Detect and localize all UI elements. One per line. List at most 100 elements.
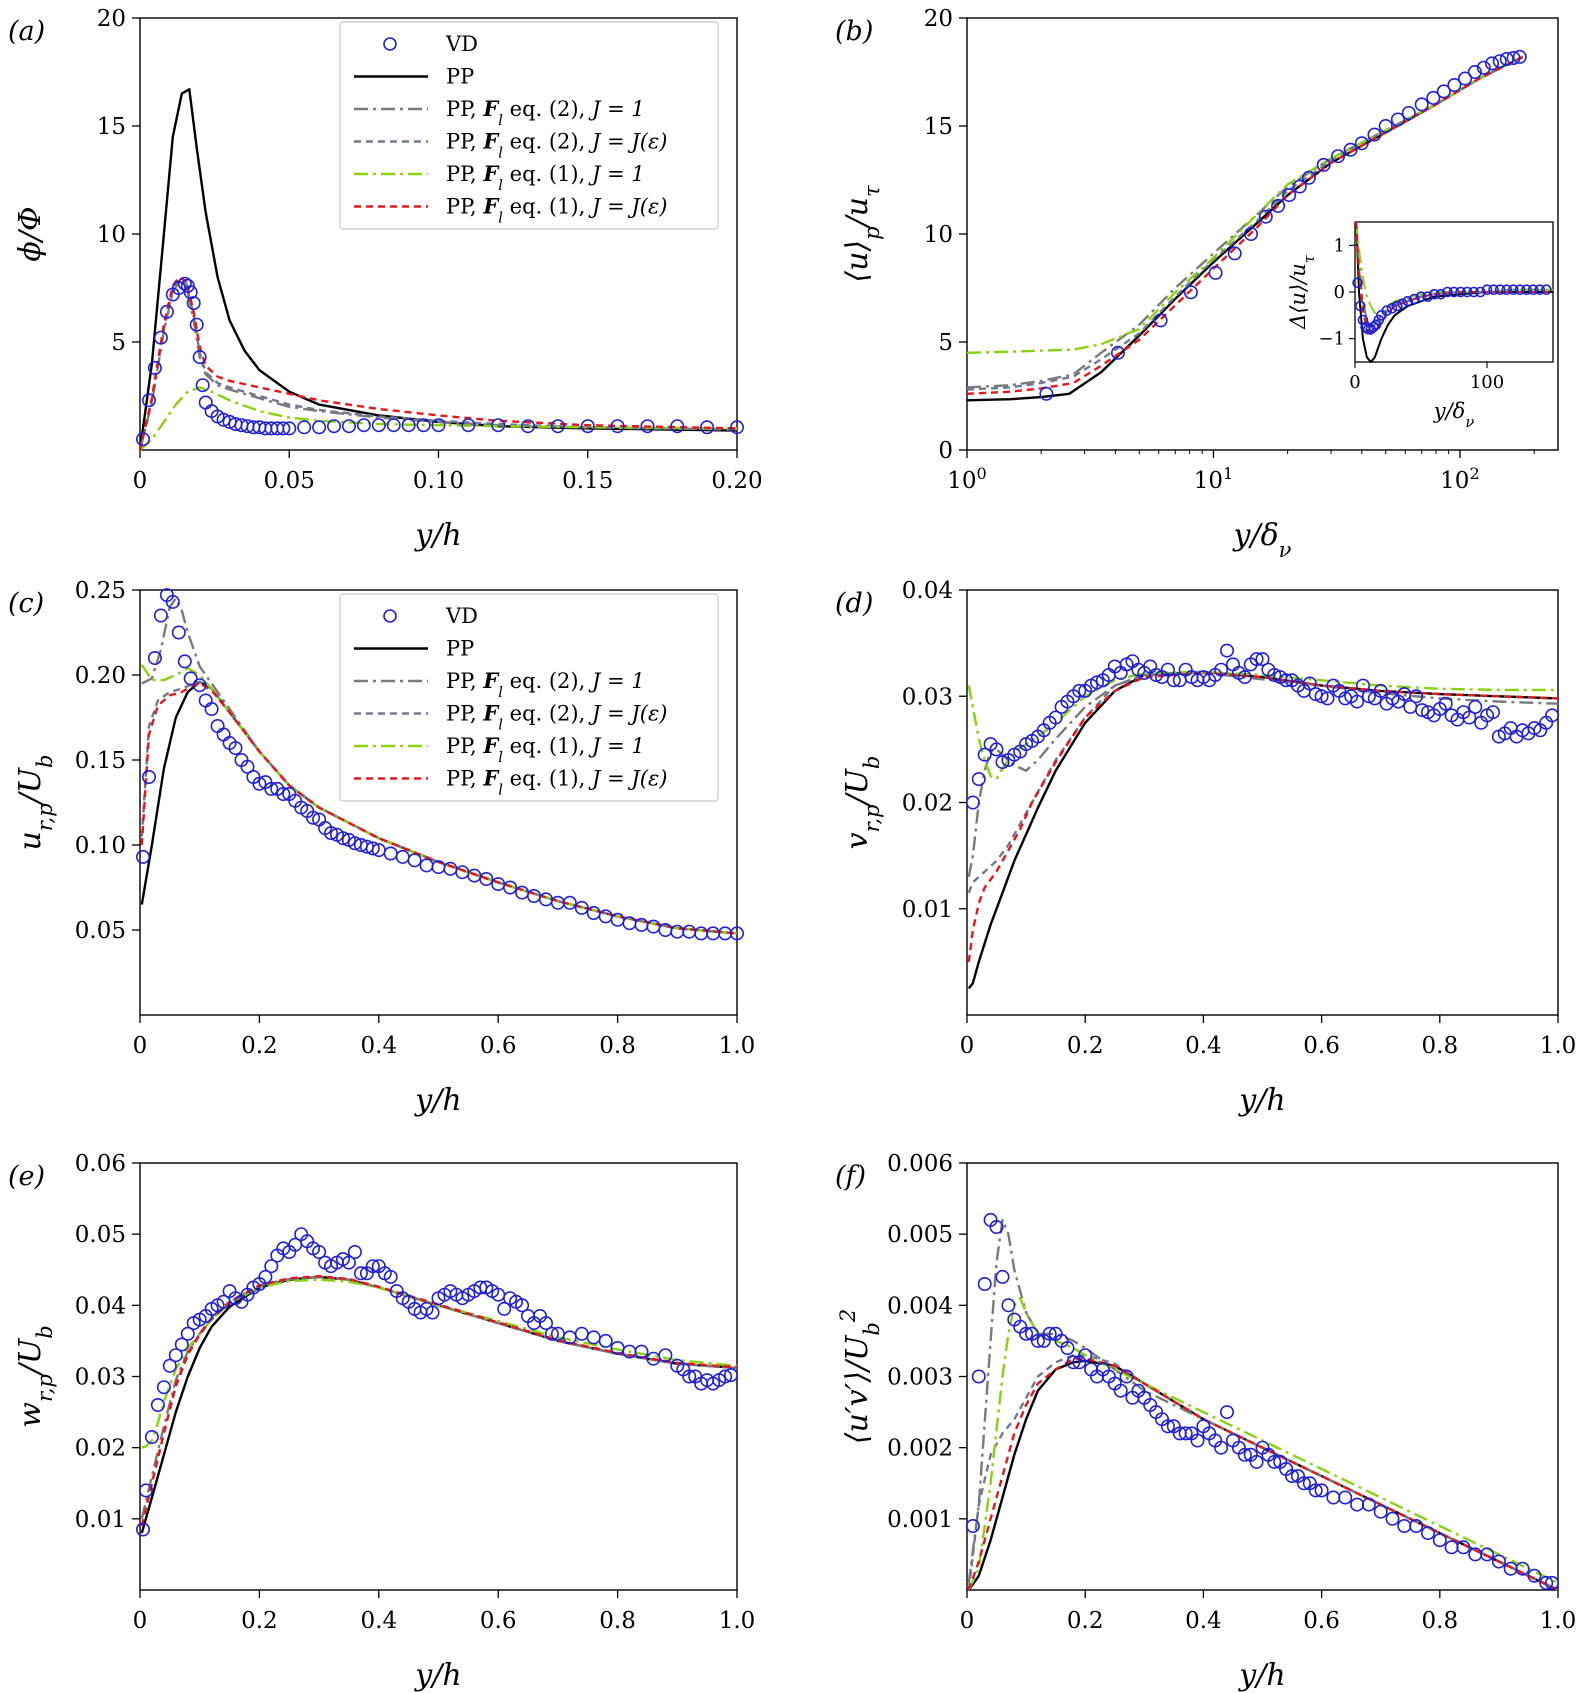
panel-e-vd-point	[365, 1259, 380, 1274]
panel-b-inset-vd-point	[1468, 286, 1480, 298]
panel-f-vd-point	[1042, 1326, 1057, 1341]
panel-f-vd-point	[1515, 1561, 1530, 1576]
panel-c: (c) 0 0.2 0.4 0.6 0.8 1.0 0.05 0.10 0.15 0.20 0.25 y…	[8, 578, 755, 1118]
panel-e-xtick-label: 0.6	[480, 1608, 517, 1634]
panel-a-vd-point	[461, 418, 476, 433]
panel-c-ylabel: ur,p/Ub	[13, 754, 57, 850]
panel-d-line-pp	[967, 670, 1559, 990]
panel-f-vd-point	[995, 1269, 1010, 1284]
panel-a-vd-point	[520, 419, 535, 434]
panel-a-vd-point	[610, 419, 625, 434]
panel-d-ylabel: vr,p/Ub	[840, 756, 884, 850]
panel-d-vd-point	[965, 795, 980, 810]
panel-c-vd-point	[419, 858, 434, 873]
panel-a-vd-point	[491, 418, 506, 433]
panel-c-vd-point	[646, 919, 661, 934]
panel-b-xtick-label: 100	[947, 464, 987, 495]
panel-c-vd-point	[335, 831, 350, 846]
panel-a-vd-point	[192, 350, 207, 365]
panel-f-vd-point	[1220, 1405, 1235, 1420]
panel-d-vd-point	[1302, 676, 1317, 691]
panel-c-vd-point	[562, 895, 577, 910]
panel-d-axes-frame	[966, 589, 1559, 1016]
panel-d-vd-point	[1409, 689, 1424, 704]
panel-f-vd-point	[1373, 1504, 1388, 1519]
panel-a-legend-label: PP, Fl eq. (1), J = 1	[446, 161, 645, 194]
panel-e-line-pp-eq2-j1	[140, 1275, 738, 1520]
panel-c-vd-point	[204, 701, 219, 716]
panel-f-label: (f)	[835, 1161, 866, 1192]
panel-d-vd-point	[1373, 683, 1388, 698]
panel-e-vd-point	[312, 1245, 327, 1260]
panel-f-vd-point	[1338, 1490, 1353, 1505]
panel-d-xtick-label: 0	[960, 1033, 975, 1059]
panel-b-vd-point	[1367, 127, 1382, 142]
panel-a-vd-point	[326, 419, 341, 434]
panel-c-vd-point	[240, 759, 255, 774]
panel-a-vd-point	[401, 418, 416, 433]
panel-d-vd-point	[1462, 710, 1477, 725]
panel-e-vd-point	[723, 1368, 738, 1383]
panel-d-vd-point	[1486, 705, 1501, 720]
panel-b-inset-vd-point	[1415, 291, 1427, 303]
panel-c-vd-point	[198, 693, 213, 708]
panel-f-vd-point	[1480, 1547, 1495, 1562]
panel-e-xtick-label: 0.8	[599, 1608, 636, 1634]
panel-d-vd-point	[989, 742, 1004, 757]
panel-a-vd-point	[550, 419, 565, 434]
panel-b-vd-point	[1111, 345, 1126, 360]
panel-d-vd-point	[1220, 643, 1235, 658]
panel-e-ytick-label: 0.01	[75, 1507, 126, 1533]
panel-f-vd-point	[1385, 1511, 1400, 1526]
panel-d-vd-point	[1072, 683, 1087, 698]
panel-d-ytick-label: 0.02	[902, 791, 953, 817]
panel-f-vd-point	[1421, 1526, 1436, 1541]
panel-d-vd-point	[1350, 694, 1365, 709]
panel-b-line-pp-eq1-jeps	[966, 55, 1524, 395]
panel-b-inset-vd-point	[1475, 286, 1486, 298]
panel-d-vd-point	[1356, 678, 1371, 693]
panel-e-xlabel: y/h	[413, 1658, 461, 1693]
panel-b-inset-vd-point	[1534, 284, 1546, 296]
panel-b-vd-point	[1208, 265, 1223, 280]
panel-b-inset-vd-point	[1355, 300, 1366, 312]
panel-d-vd-point	[1267, 667, 1282, 682]
panel-b-inset-vd-point	[1357, 314, 1369, 326]
panel-b-xlabel: y/δν	[1232, 518, 1292, 562]
panel-f-vd-point	[989, 1220, 1004, 1235]
panel-c-legend	[339, 593, 719, 802]
panel-a-vd-point	[341, 419, 356, 434]
panel-c-vd-point	[598, 909, 613, 924]
panel-c-legend-label: PP, Fl eq. (1), J = J(ε)	[446, 766, 667, 799]
panel-c-axes-frame	[139, 589, 738, 1016]
panel-d-vd-point	[1545, 708, 1560, 723]
panel-c-legend-label: PP, Fl eq. (2), J = 1	[446, 668, 645, 701]
panel-f-axes-frame	[966, 1162, 1559, 1591]
panel-c-ytick-label: 0.05	[75, 918, 126, 944]
panel-a-vd-point	[297, 420, 312, 435]
panel-a-ytick-label: 15	[97, 114, 126, 140]
panel-f-vd-point	[1019, 1326, 1034, 1341]
panel-b-inset-vd-point	[1442, 286, 1453, 298]
panel-a-legend-marker-vd	[383, 37, 397, 51]
panel-b-ytick-label: 5	[938, 330, 953, 356]
panel-c-legend-label: PP	[446, 637, 474, 661]
panel-f-vd-point	[1078, 1348, 1093, 1363]
panel-e-vd-point	[347, 1245, 362, 1260]
panel-a-vd-point	[147, 360, 162, 375]
panel-c-vd-point	[252, 776, 267, 791]
panel-a-vd-point	[198, 395, 213, 410]
panel-f-vd-point	[1267, 1454, 1282, 1469]
panel-f-xtick-label: 0.6	[1303, 1608, 1340, 1634]
panel-f-vd-point	[1214, 1440, 1229, 1455]
panel-d-ytick-label: 0.03	[902, 684, 953, 710]
panel-f-ytick-label: 0.002	[887, 1436, 953, 1462]
panel-a-vd-point	[216, 412, 231, 427]
panel-e-line-pp-eq1-j1	[141, 1278, 738, 1449]
panel-f-vd-point	[1237, 1447, 1252, 1462]
panel-d-vd-point	[1314, 689, 1329, 704]
panel-d-vd-point	[1308, 687, 1323, 702]
panel-d-vd-point	[1468, 699, 1483, 714]
